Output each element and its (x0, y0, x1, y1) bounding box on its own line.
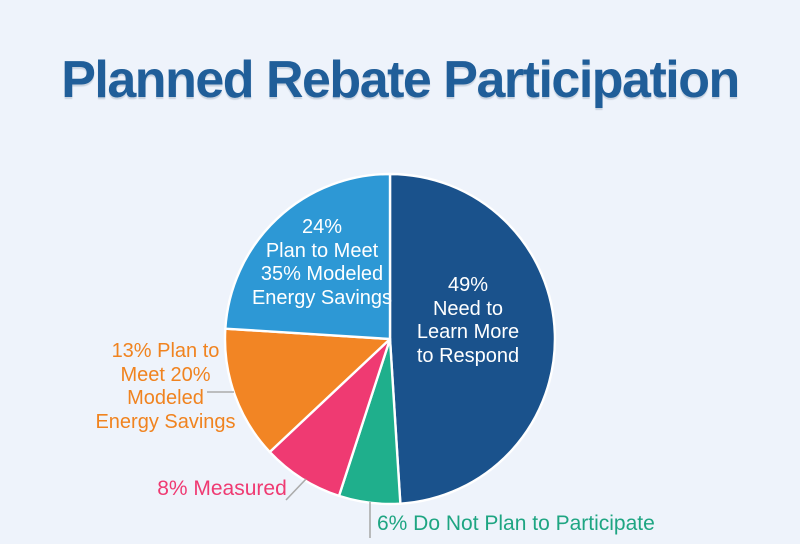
pie-slice-plan-to-meet-35-modeled (224, 172, 392, 341)
pie-slice-plan-to-meet-20-modeled (223, 327, 392, 454)
leader-line-measured (285, 478, 307, 501)
chart-title: Planned Rebate Participation (61, 51, 740, 109)
slice-label-measured: 8% Measured (157, 477, 287, 500)
slice-label-plan-to-meet-35: 24% Plan to Meet 35% Modeled Energy Savi… (251, 216, 393, 309)
slice-label-do-not-plan: 6% Do Not Plan to Participate (377, 512, 655, 535)
slice-label-plan-to-meet-20: 13% Plan to Meet 20% Modeled Energy Savi… (95, 340, 236, 433)
pie-wedges (223, 172, 557, 506)
pie-slice-need-to-learn-more (388, 172, 557, 505)
slice-label-need-to-learn-more: 49% Need to Learn More to Respond (416, 274, 520, 367)
